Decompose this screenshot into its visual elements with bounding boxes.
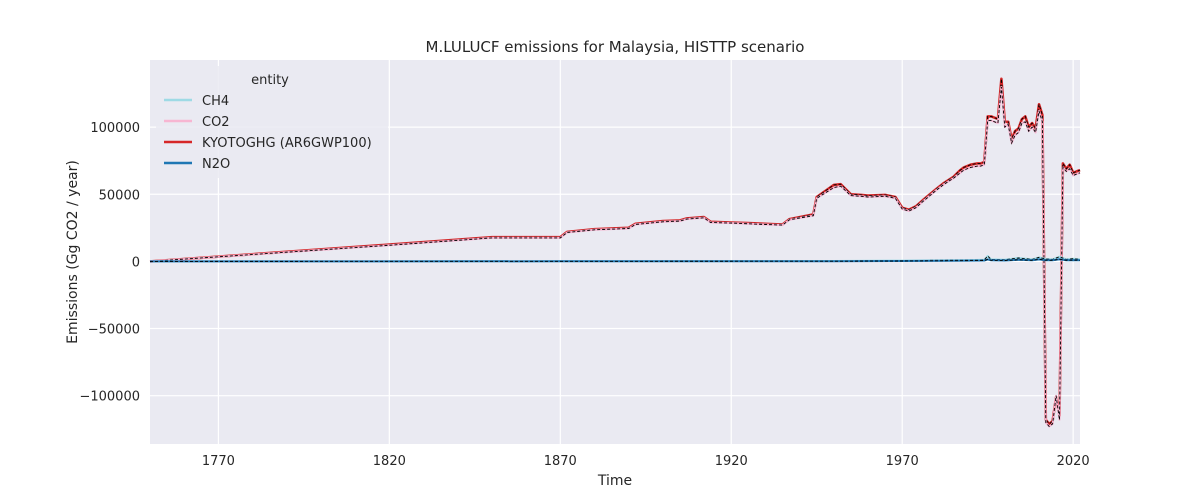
x-axis-label: Time xyxy=(597,473,632,489)
x-tick-label: 1970 xyxy=(886,454,919,469)
series-dashed-kyotoghg-ar6gwp100 xyxy=(149,78,1081,425)
legend-entry-label: CO2 xyxy=(202,115,230,130)
y-axis-label: Emissions (Gg CO2 / year) xyxy=(65,160,81,344)
x-tick-label: 1770 xyxy=(202,454,235,469)
series-layer xyxy=(149,77,1081,428)
x-tick-label: 1870 xyxy=(544,454,577,469)
legend-entry-label: CH4 xyxy=(202,94,229,109)
x-tick-label: 2020 xyxy=(1057,454,1090,469)
series-dashed-n2o xyxy=(149,258,1081,262)
y-ticks: −100000 −50000 0 50000 100000 xyxy=(79,121,140,405)
series-line-co2 xyxy=(149,85,1081,428)
x-tick-label: 1920 xyxy=(715,454,748,469)
legend-box xyxy=(156,66,388,178)
y-tick-label: 100000 xyxy=(90,121,140,136)
legend-entry-label: N2O xyxy=(202,157,230,172)
x-ticks: 1770 1820 1870 1920 1970 2020 xyxy=(202,454,1090,469)
legend: entity CH4 CO2 KYOTOGHG (AR6GWP100) N2O xyxy=(156,66,388,178)
y-tick-label: 50000 xyxy=(99,188,140,203)
legend-entry-label: KYOTOGHG (AR6GWP100) xyxy=(202,136,372,151)
y-tick-label: 0 xyxy=(132,255,140,270)
legend-title: entity xyxy=(251,73,289,88)
x-tick-label: 1820 xyxy=(373,454,406,469)
y-tick-label: −100000 xyxy=(79,390,140,405)
chart-title: M.LULUCF emissions for Malaysia, HISTTP … xyxy=(426,38,805,56)
y-tick-label: −50000 xyxy=(88,323,140,338)
